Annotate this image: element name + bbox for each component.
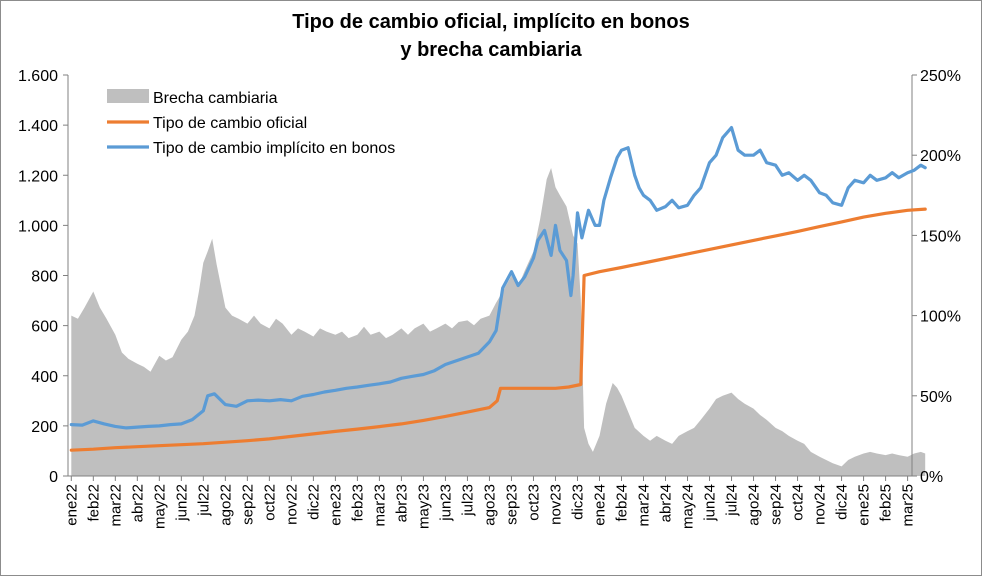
- x-tick-label: feb25: [878, 484, 895, 522]
- x-tick-label: mar22: [107, 484, 124, 527]
- x-tick-label: dic23: [569, 484, 586, 520]
- y-right-tick-label: 150%: [920, 228, 961, 245]
- x-tick-label: nov22: [283, 484, 300, 525]
- chart-title-line-1: Tipo de cambio oficial, implícito en bon…: [292, 11, 690, 33]
- x-tick-label: dic24: [834, 484, 851, 520]
- x-tick-label: nov24: [812, 484, 829, 525]
- x-tick-label: ago23: [481, 484, 498, 526]
- line-layer: [69, 126, 927, 452]
- y-left-tick-label: 1.200: [18, 168, 58, 185]
- y-right-tick-label: 0%: [920, 469, 943, 486]
- y-left-tick-label: 800: [31, 269, 58, 286]
- x-tick-label: jul23: [459, 484, 476, 517]
- y-left-tick-label: 1.600: [18, 68, 58, 85]
- x-tick-label: abr24: [658, 484, 675, 522]
- legend-label: Tipo de cambio oficial: [153, 115, 307, 132]
- y-right-tick-label: 250%: [920, 68, 961, 85]
- x-tick-label: oct23: [525, 484, 542, 521]
- chart-title: Tipo de cambio oficial, implícito en bon…: [0, 8, 982, 64]
- y-left-tick-label: 1.400: [18, 118, 58, 135]
- y-left-tick-label: 1.000: [18, 218, 58, 235]
- x-tick-label: may22: [151, 484, 168, 529]
- legend: Brecha cambiaria Tipo de cambio oficial Ti…: [107, 89, 395, 157]
- x-tick-label: jun22: [173, 484, 190, 522]
- x-tick-label: abr23: [393, 484, 410, 522]
- legend-swatch-brecha: [107, 89, 149, 103]
- x-tick-label: dic22: [305, 484, 322, 520]
- axes-layer: 0 200 400 600 800 1.000 1.200 1.400 1.600 0% 50% 10…: [18, 68, 961, 529]
- x-tick-label: ago22: [217, 484, 234, 526]
- x-tick-label: sep23: [503, 484, 520, 525]
- x-tick-label: abr22: [129, 484, 146, 522]
- x-tick-label: feb24: [613, 484, 630, 522]
- x-tick-label: jul24: [724, 484, 741, 517]
- y-right-tick-label: 200%: [920, 148, 961, 165]
- series-line-implicito: [69, 126, 927, 430]
- x-tick-label: oct24: [790, 484, 807, 521]
- x-tick-label: ago24: [746, 484, 763, 526]
- x-tick-label: sep24: [768, 484, 785, 525]
- y-left-tick-label: 600: [31, 319, 58, 336]
- series-line-oficial: [69, 207, 927, 452]
- x-tick-label: jul22: [195, 484, 212, 517]
- x-tick-label: ene22: [63, 484, 80, 526]
- x-tick-label: ene25: [856, 484, 873, 526]
- x-tick-label: may23: [415, 484, 432, 529]
- y-left-tick-label: 0: [49, 469, 58, 486]
- y-right-tick-label: 50%: [920, 389, 952, 406]
- x-tick-label: ene24: [591, 484, 608, 526]
- x-tick-label: oct22: [261, 484, 278, 521]
- x-tick-label: mar24: [636, 484, 653, 527]
- x-tick-label: jun24: [702, 484, 719, 522]
- x-tick-label: feb22: [85, 484, 102, 522]
- x-tick-label: ene23: [327, 484, 344, 526]
- y-left-tick-label: 400: [31, 369, 58, 386]
- chart-title-line-2: y brecha cambiaria: [400, 39, 582, 61]
- x-tick-label: mar23: [371, 484, 388, 527]
- x-tick-label: mar25: [900, 484, 917, 527]
- legend-label: Brecha cambiaria: [153, 90, 278, 107]
- x-tick-label: sep22: [239, 484, 256, 525]
- x-tick-label: feb23: [349, 484, 366, 522]
- y-right-tick-label: 100%: [920, 309, 961, 326]
- x-tick-label: jun23: [437, 484, 454, 522]
- x-tick-label: may24: [680, 484, 697, 529]
- legend-label: Tipo de cambio implícito en bonos: [153, 140, 395, 157]
- x-tick-label: nov23: [547, 484, 564, 525]
- y-left-tick-label: 200: [31, 419, 58, 436]
